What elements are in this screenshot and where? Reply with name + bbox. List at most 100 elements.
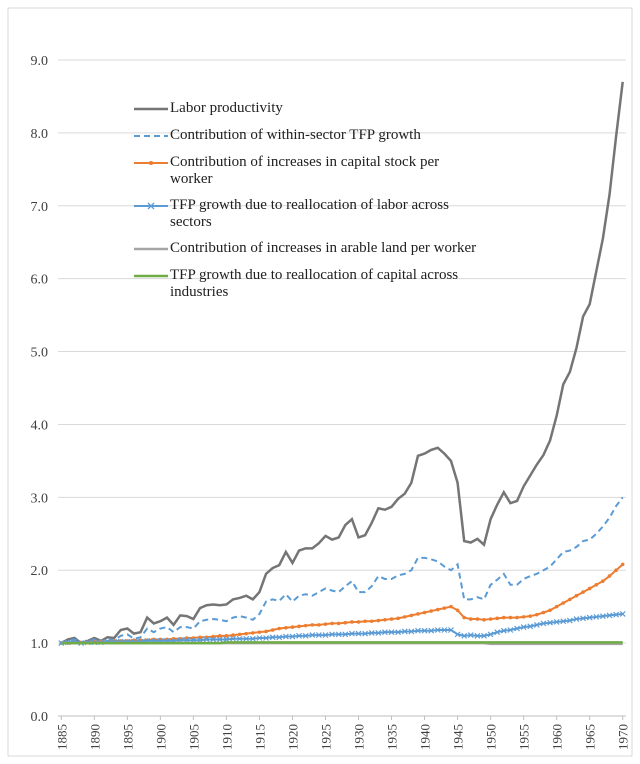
- point-marker: [203, 636, 210, 643]
- point-marker: [375, 629, 382, 636]
- point-marker: [376, 618, 381, 623]
- point-marker: [474, 632, 481, 639]
- y-tick-label: 7.0: [31, 200, 49, 215]
- legend-swatch: [134, 274, 168, 278]
- point-marker: [449, 604, 453, 609]
- point-marker: [500, 627, 507, 634]
- point-marker: [269, 634, 276, 641]
- point-marker: [561, 601, 566, 605]
- point-marker: [435, 607, 440, 612]
- point-marker: [541, 610, 546, 615]
- point-marker: [468, 617, 473, 621]
- point-marker: [454, 631, 461, 638]
- point-marker: [448, 627, 454, 633]
- point-marker: [554, 604, 559, 609]
- point-marker: [408, 628, 415, 635]
- x-tick-label: 1920: [285, 724, 300, 750]
- point-marker: [462, 615, 466, 620]
- point-marker: [264, 629, 268, 634]
- point-marker: [548, 608, 552, 613]
- x-tick-label: 1960: [550, 724, 565, 750]
- legend-swatch: [134, 161, 168, 165]
- x-tick-label: 1965: [583, 724, 598, 750]
- point-marker: [514, 625, 520, 632]
- point-marker: [303, 623, 308, 628]
- point-marker: [481, 632, 487, 639]
- point-marker: [362, 630, 369, 637]
- point-marker: [607, 574, 612, 578]
- point-marker: [461, 632, 468, 639]
- point-marker: [256, 635, 263, 641]
- legend-swatch: [134, 135, 168, 137]
- point-marker: [317, 623, 321, 627]
- x-tick-label: 1905: [186, 724, 201, 750]
- point-marker: [289, 633, 296, 640]
- legend-item: TFP growth due to reallocation of labor …: [132, 197, 482, 231]
- point-marker: [336, 621, 341, 626]
- point-marker: [587, 586, 592, 591]
- x-tick-label: 1895: [120, 724, 135, 750]
- point-marker: [249, 635, 256, 642]
- point-marker: [395, 629, 402, 636]
- y-tick-label: 4.0: [31, 418, 49, 433]
- y-tick-label: 9.0: [31, 54, 49, 69]
- legend-item: Contribution of increases in capital sto…: [132, 154, 482, 188]
- legend-swatch: [134, 107, 168, 111]
- point-marker: [507, 627, 514, 633]
- point-marker: [350, 620, 354, 624]
- legend-label: TFP growth due to reallocation of capita…: [170, 267, 459, 300]
- x-tick-label: 1930: [352, 724, 367, 750]
- point-marker: [455, 608, 460, 613]
- point-marker: [396, 616, 400, 621]
- point-marker: [533, 621, 540, 628]
- point-marker: [322, 632, 329, 639]
- point-marker: [330, 621, 334, 626]
- y-tick-label: 6.0: [31, 273, 49, 288]
- point-marker: [594, 583, 599, 587]
- point-marker: [198, 635, 202, 640]
- point-marker: [363, 619, 367, 624]
- point-marker: [442, 606, 447, 610]
- point-marker: [290, 625, 295, 629]
- point-marker: [428, 627, 435, 634]
- point-marker: [383, 617, 387, 622]
- point-marker: [257, 630, 262, 634]
- point-marker: [402, 615, 407, 619]
- point-marker: [614, 568, 618, 573]
- point-marker: [487, 631, 494, 638]
- point-marker: [467, 632, 474, 639]
- legend-swatch: [134, 202, 168, 210]
- point-marker: [284, 626, 288, 630]
- point-marker: [409, 613, 414, 618]
- legend-item: TFP growth due to reallocation of capita…: [132, 267, 482, 301]
- point-marker: [342, 631, 349, 638]
- point-marker: [502, 615, 506, 620]
- y-tick-label: 1.0: [31, 637, 49, 652]
- point-marker: [276, 634, 283, 641]
- point-marker: [323, 622, 328, 626]
- point-marker: [429, 609, 433, 613]
- point-marker: [263, 635, 269, 641]
- x-tick-label: 1915: [252, 724, 267, 750]
- series-line: [60, 81, 624, 645]
- chart-border: [7, 7, 633, 757]
- point-marker: [270, 628, 275, 632]
- point-marker: [573, 616, 580, 622]
- point-marker: [421, 627, 428, 634]
- point-marker: [335, 631, 342, 638]
- point-marker: [613, 611, 620, 618]
- point-marker: [309, 632, 316, 639]
- point-marker: [515, 615, 519, 620]
- point-marker: [297, 624, 301, 629]
- point-marker: [494, 629, 501, 636]
- point-marker: [606, 612, 613, 619]
- point-marker: [593, 613, 600, 620]
- point-marker: [599, 613, 606, 620]
- point-marker: [415, 627, 421, 634]
- point-marker: [231, 633, 235, 637]
- y-tick-label: 8.0: [31, 127, 49, 142]
- point-marker: [251, 631, 255, 635]
- point-marker: [441, 627, 448, 633]
- point-marker: [568, 597, 572, 602]
- point-marker: [230, 635, 236, 642]
